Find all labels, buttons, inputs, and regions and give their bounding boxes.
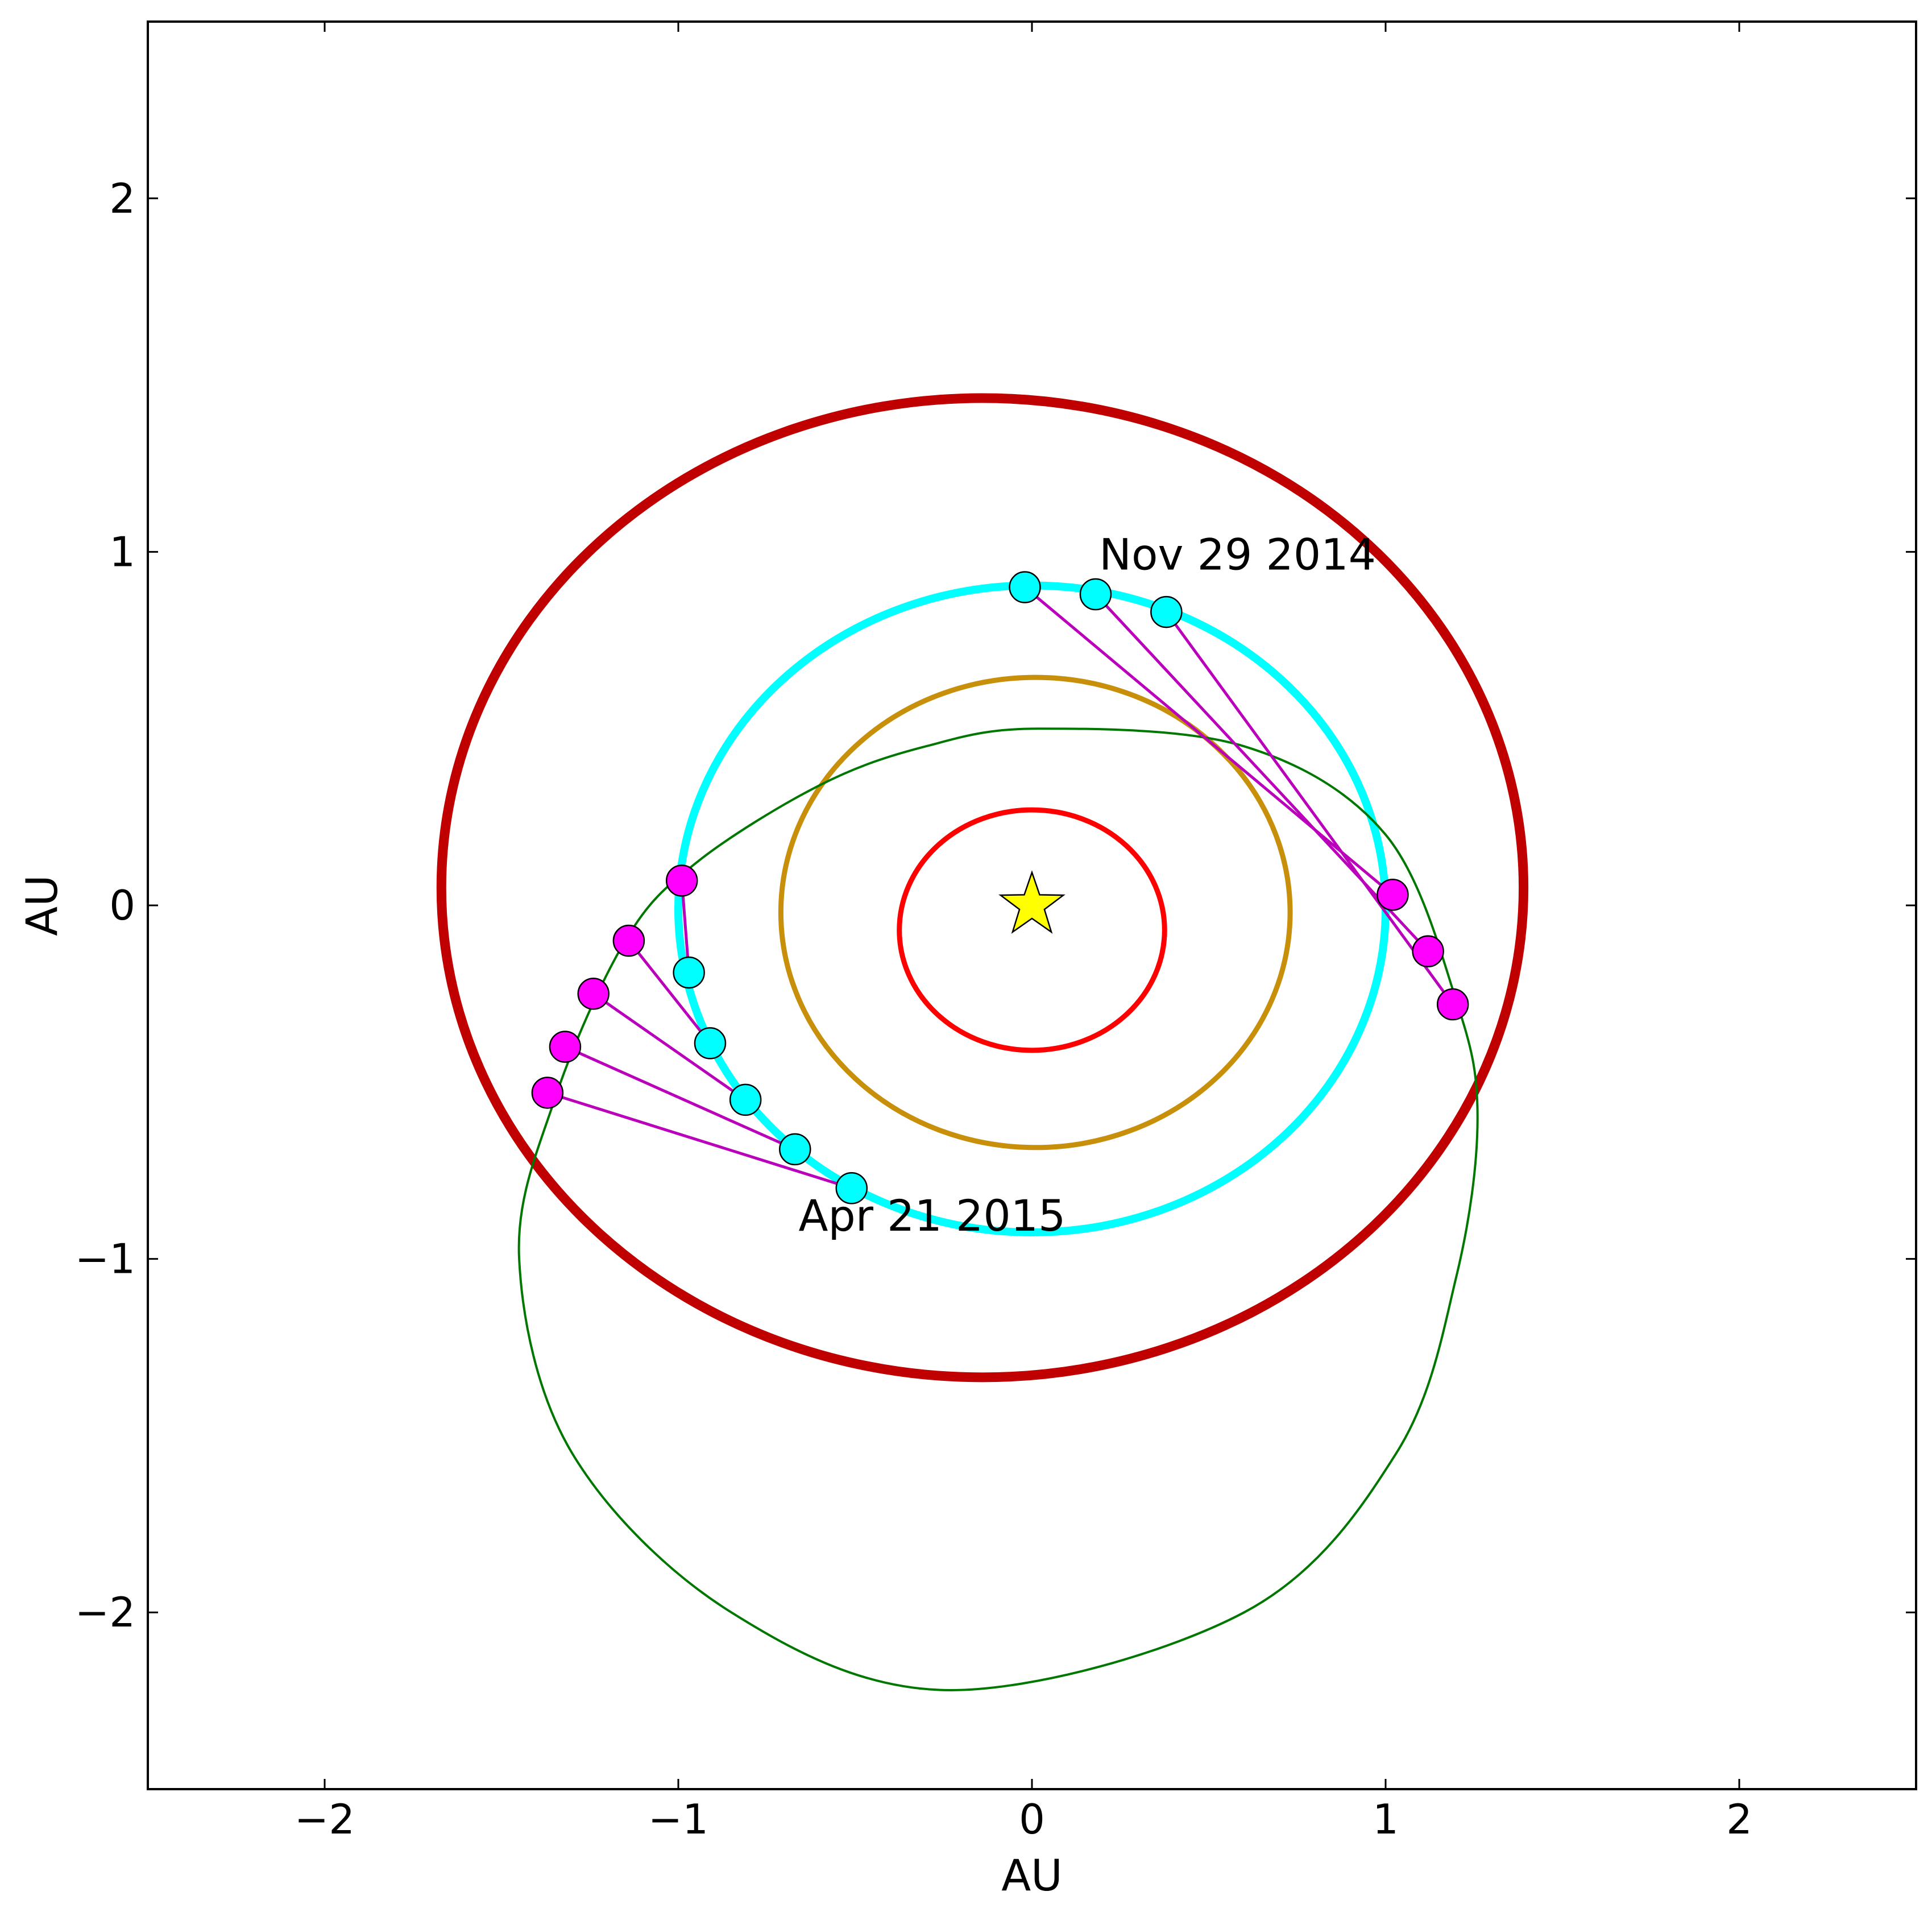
series-0-point-7 — [835, 1172, 868, 1205]
sight-line-7 — [547, 1091, 852, 1190]
x-tick-label-0: −2 — [295, 1795, 355, 1843]
sight-line-5 — [592, 992, 747, 1101]
series-0-point-0 — [1009, 571, 1041, 603]
series-0-point-5 — [729, 1083, 762, 1116]
series-0-point-1 — [1079, 578, 1112, 611]
x-tick-label-3: 1 — [1373, 1795, 1399, 1843]
annotation-1: Apr 21 2015 — [798, 1190, 1065, 1241]
series-1-point-6 — [549, 1030, 582, 1063]
x-tick-label-4: 2 — [1726, 1795, 1752, 1843]
annotation-0: Nov 29 2014 — [1099, 529, 1376, 580]
x-tick-label-2: 0 — [1019, 1795, 1045, 1843]
series-1-point-2 — [1436, 988, 1469, 1021]
annotation-layer: Nov 29 2014 Apr 21 2015 — [798, 529, 1375, 1240]
x-tick-label-1: −1 — [648, 1795, 708, 1843]
y-tick-label-1: −1 — [75, 1235, 135, 1283]
points-layer — [531, 571, 1469, 1205]
y-tick-label-0: −2 — [75, 1588, 135, 1636]
y-axis-label: AU — [16, 875, 67, 936]
y-tick-label-2: 0 — [109, 881, 135, 929]
sight-line-4 — [627, 939, 711, 1044]
sun-star-icon — [998, 870, 1065, 934]
series-0-point-6 — [779, 1133, 811, 1166]
y-tick-label-4: 2 — [109, 175, 135, 222]
axes-layer: −2 −1 0 1 2 −2 −1 0 1 2 — [75, 20, 1917, 1843]
series-0-point-3 — [673, 956, 705, 989]
sun-layer — [998, 870, 1065, 934]
series-1-point-3 — [665, 864, 698, 897]
orbit-ring-1 — [778, 674, 1293, 1150]
sight-line-0 — [1023, 586, 1394, 896]
orbit-ring-3 — [436, 393, 1529, 1383]
series-1-point-1 — [1412, 935, 1444, 968]
x-axis-label: AU — [1001, 1850, 1063, 1901]
series-1-point-7 — [531, 1077, 564, 1109]
series-1-point-0 — [1377, 879, 1409, 911]
y-tick-label-3: 1 — [109, 528, 135, 576]
series-0-point-4 — [694, 1027, 727, 1059]
orbit-ring-0 — [897, 807, 1167, 1053]
series-0-point-2 — [1150, 595, 1183, 628]
sight-line-1 — [1094, 593, 1429, 953]
series-1-point-5 — [577, 978, 610, 1010]
sight-line-2 — [1165, 611, 1454, 1005]
sight-line-6 — [564, 1045, 796, 1151]
series-1-point-4 — [612, 924, 645, 957]
